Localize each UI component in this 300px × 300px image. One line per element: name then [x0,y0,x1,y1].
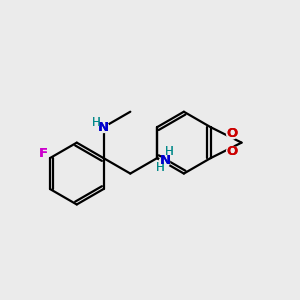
Text: O: O [226,127,238,140]
Circle shape [226,146,237,157]
Text: H: H [156,160,165,174]
Circle shape [226,128,237,139]
Text: N: N [98,121,109,134]
Circle shape [98,122,109,133]
Text: H: H [156,160,165,174]
Text: N: N [159,154,170,167]
Text: F: F [38,148,47,160]
Text: O: O [226,127,238,140]
Circle shape [38,149,48,159]
Text: H: H [165,145,174,158]
Text: N: N [159,154,170,167]
Text: O: O [226,145,238,158]
Circle shape [159,157,169,167]
Text: F: F [38,148,47,160]
Text: H: H [165,145,174,158]
Text: N: N [98,121,109,134]
Text: O: O [226,145,238,158]
Text: H: H [92,116,100,129]
Text: H: H [92,116,100,129]
